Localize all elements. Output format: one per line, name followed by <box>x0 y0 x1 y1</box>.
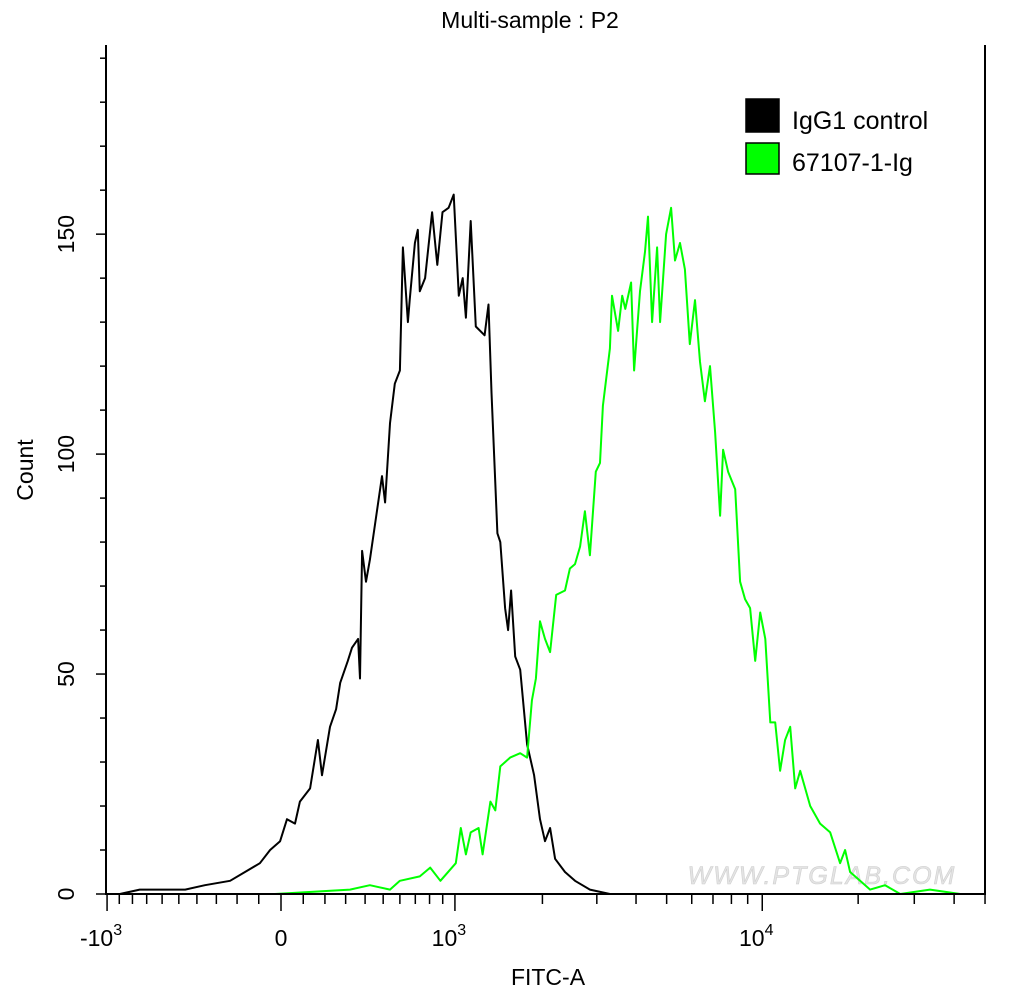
y-tick-label: 150 <box>53 215 79 253</box>
chart-title: Multi-sample : P2 <box>441 7 619 33</box>
x-tick-exponent: 3 <box>457 922 466 939</box>
legend: IgG1 control 67107-1-Ig <box>745 98 928 177</box>
watermark: WWW.PTGLAB.COM <box>688 862 957 890</box>
x-tick-label: 104 <box>739 922 774 951</box>
y-tick-label: 100 <box>53 435 79 473</box>
series-line-igg1-control <box>119 193 701 895</box>
legend-swatch-igg1-control <box>745 98 780 133</box>
x-tick-base: 10 <box>432 925 458 951</box>
series-line-67107-1-ig <box>274 206 961 895</box>
y-tick-label: 50 <box>53 661 79 687</box>
axes <box>105 45 986 895</box>
x-tick-exponent: 3 <box>113 922 122 939</box>
x-tick-label: 0 <box>275 925 288 951</box>
x-tick-label: -103 <box>80 922 122 951</box>
x-tick-label: 103 <box>432 922 467 951</box>
x-tick-base: 0 <box>275 925 288 951</box>
y-axis-label: Count <box>12 439 38 501</box>
legend-label-igg1-control: IgG1 control <box>792 107 928 135</box>
legend-swatch-67107-1-ig <box>745 142 780 175</box>
x-tick-base: -10 <box>80 925 113 951</box>
x-axis-label: FITC-A <box>511 964 586 990</box>
series-layer <box>119 193 961 895</box>
y-tick-label: 0 <box>53 888 79 901</box>
x-tick-base: 10 <box>739 925 765 951</box>
legend-label-67107-1-ig: 67107-1-Ig <box>792 149 913 177</box>
x-tick-exponent: 4 <box>765 922 774 939</box>
